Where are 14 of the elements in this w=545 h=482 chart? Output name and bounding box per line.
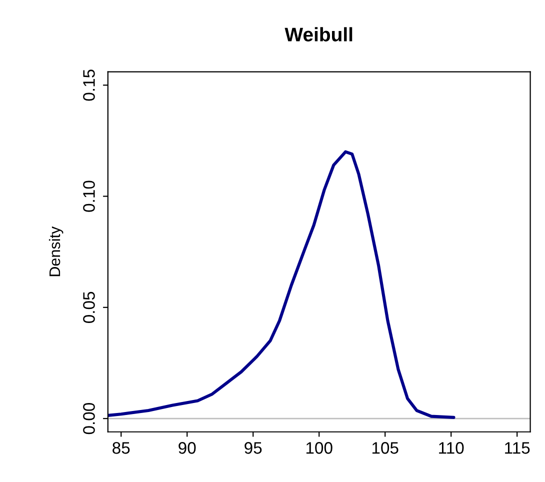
y-tick-label: 0.10 [83, 180, 95, 212]
y-tick-label: 0.00 [83, 402, 95, 434]
chart-title: Weibull [284, 27, 352, 42]
y-tick-label: 0.15 [83, 70, 95, 101]
line-series [108, 150, 456, 419]
x-tick-label: 85 [112, 442, 130, 454]
x-tick-label: 105 [372, 442, 398, 454]
x-tick-label: 100 [306, 442, 332, 454]
x-tick-label: 110 [439, 442, 464, 454]
y-tick-label: 0.05 [83, 292, 95, 323]
x-tick-label: 90 [178, 442, 196, 454]
x-tick-label: 95 [244, 442, 262, 454]
y-axis-title: Density [48, 226, 64, 276]
x-tick-label: 115 [505, 442, 530, 454]
